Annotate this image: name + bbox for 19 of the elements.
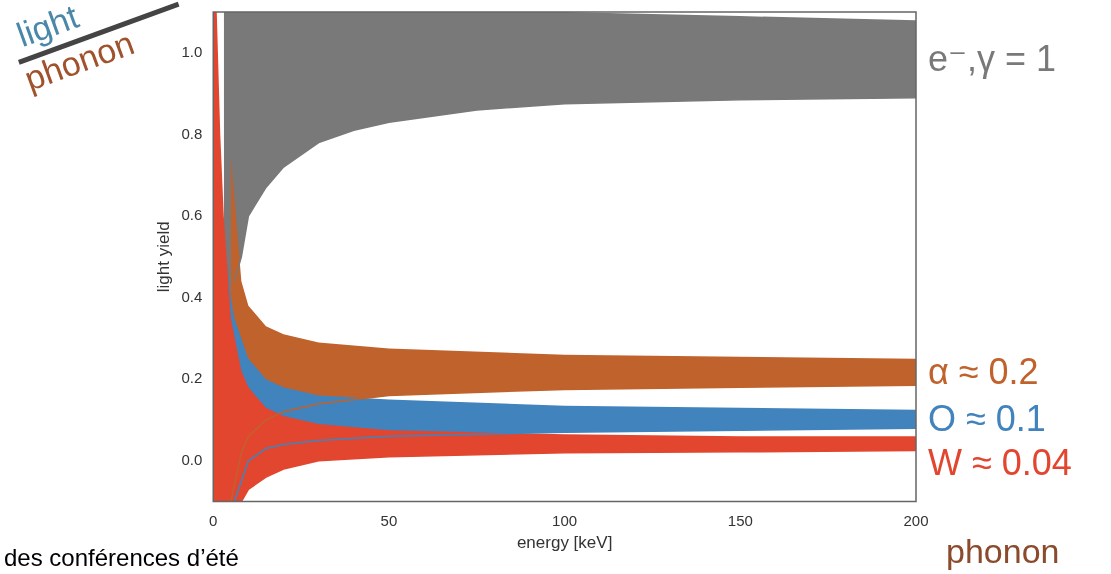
x-tick-label: 200 [903,511,929,529]
series-label: W ≈ 0.04 [928,441,1072,483]
series-label: O ≈ 0.1 [928,397,1046,439]
text: des conférences d’été [4,544,239,571]
y-tick-label: 0.4 [181,287,203,305]
series-label: e⁻,γ = 1 [928,37,1057,79]
x-axis-title: energy [keV] [516,533,613,553]
y-axis-title: light yield [153,221,173,293]
y-tick-label: 0.6 [181,206,203,224]
y-tick-label: 1.0 [181,42,203,60]
y-tick-label: 0.0 [181,450,203,468]
text: phonon [946,532,1060,570]
y-tick-label: 0.8 [181,124,203,142]
y-tick-label: 0.2 [181,369,203,387]
x-tick-label: 150 [727,511,753,529]
x-tick-label: 50 [380,511,398,529]
x-tick-label: 0 [209,511,218,529]
series-label: α ≈ 0.2 [928,351,1039,393]
x-tick-label: 100 [552,511,578,529]
